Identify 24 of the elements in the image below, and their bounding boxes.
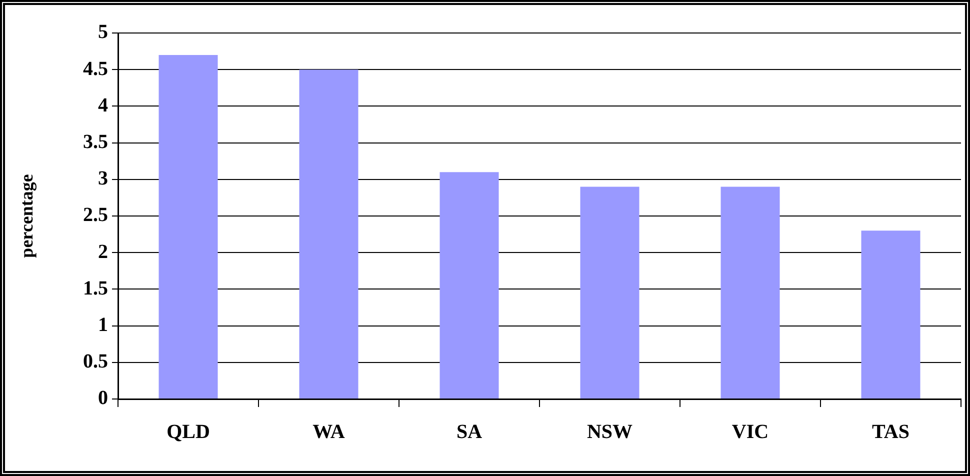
y-tick-label: 5 — [98, 21, 108, 44]
x-tick-label: VIC — [732, 421, 769, 444]
y-tick-label: 1 — [98, 314, 108, 336]
bar — [158, 54, 218, 398]
bar — [720, 186, 780, 398]
x-tick-label: SA — [456, 421, 483, 444]
y-tick-label: 2.5 — [83, 204, 108, 226]
y-tick-label: 1.5 — [83, 277, 108, 300]
bar — [440, 172, 499, 398]
y-axis-title: percentage — [16, 174, 36, 258]
y-tick-label: 4 — [98, 94, 108, 116]
x-tick-label: QLD — [166, 421, 210, 444]
bar — [299, 70, 358, 398]
y-tick-label: 3 — [98, 168, 108, 190]
y-tick-label: 3.5 — [83, 130, 108, 153]
y-tick-label: 4.5 — [83, 58, 108, 80]
bar — [861, 230, 920, 398]
y-tick-label: 0.5 — [83, 350, 108, 373]
x-tick-label: WA — [312, 421, 346, 444]
bar — [580, 186, 640, 398]
x-tick-label: NSW — [586, 421, 633, 444]
y-tick-label: 2 — [98, 240, 108, 263]
x-tick-label: TAS — [872, 421, 910, 444]
y-tick-label: 0 — [98, 387, 108, 410]
